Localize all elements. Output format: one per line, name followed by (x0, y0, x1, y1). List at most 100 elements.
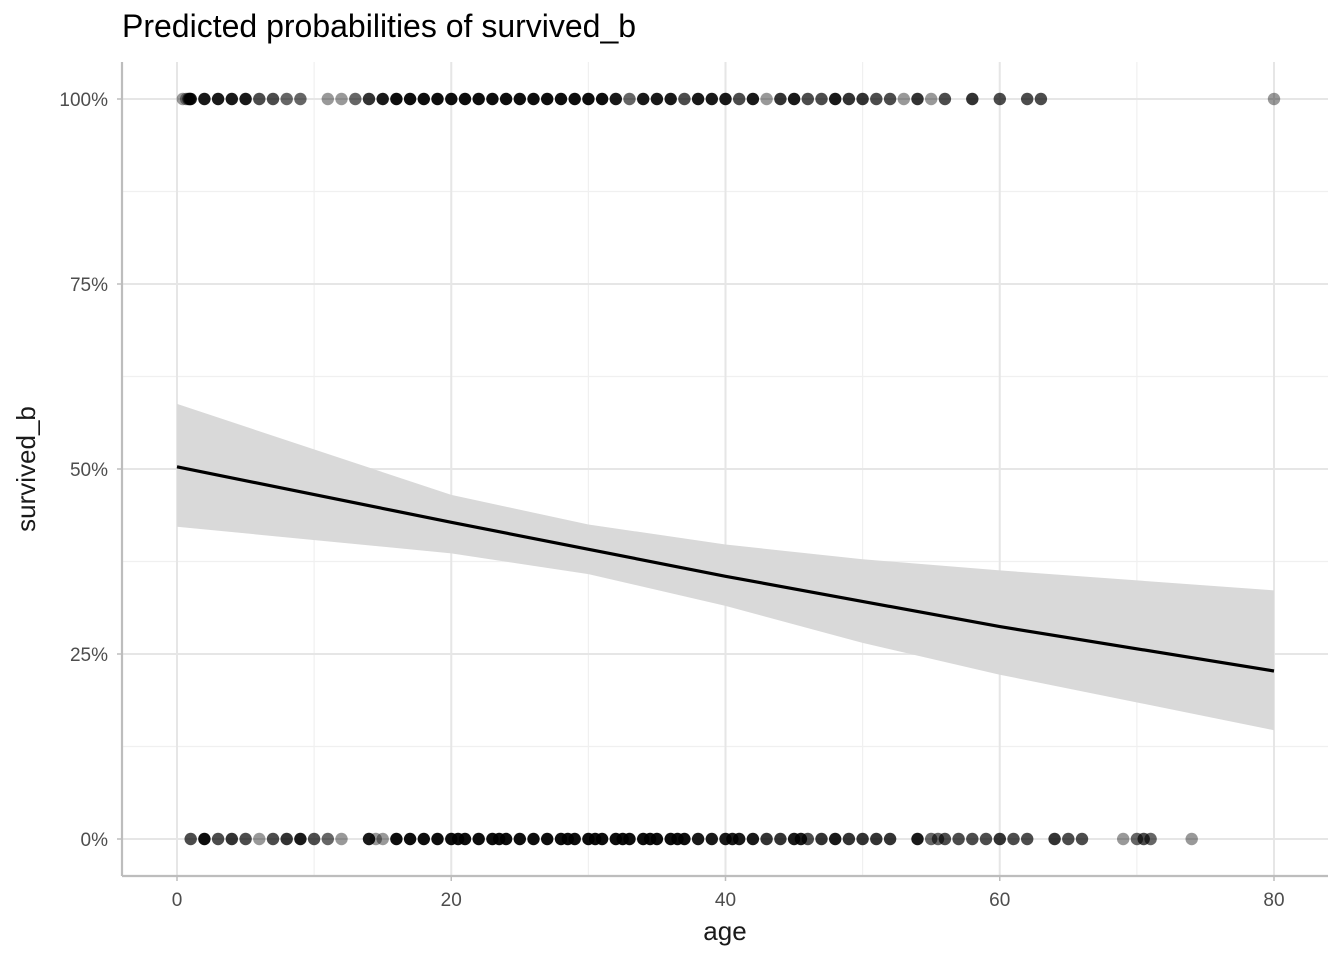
data-point-died (870, 832, 883, 846)
data-point-survived (335, 92, 348, 106)
data-point-survived (431, 92, 444, 106)
chart-title: Predicted probabilities of survived_b (122, 8, 637, 44)
data-point-died (211, 832, 225, 846)
data-point-survived (458, 92, 472, 106)
prediction-line-layer (176, 465, 1275, 673)
data-point-died (321, 832, 334, 846)
data-point-died (335, 832, 348, 846)
data-point-died (541, 832, 554, 846)
data-point-died (513, 832, 526, 846)
data-point-died (458, 832, 472, 846)
data-point-survived (1034, 92, 1048, 106)
data-point-survived (856, 92, 869, 106)
data-point-died (815, 832, 828, 846)
y-tick-label: 25% (70, 645, 108, 666)
x-axis-title: age (703, 916, 746, 946)
data-point-survived (390, 92, 403, 106)
data-point-survived (472, 92, 485, 106)
data-point-died (760, 832, 773, 846)
ticks-layer: 0 20 40 60 80 0% 25% 50% 75% 100% (59, 90, 1284, 911)
data-point-survived (637, 92, 650, 106)
data-point-survived (499, 92, 513, 106)
data-point-survived (486, 92, 499, 106)
data-point-died (691, 832, 705, 846)
data-point-survived (568, 92, 581, 106)
data-point-survived (705, 92, 718, 106)
data-point-died (623, 832, 636, 846)
data-point-survived (719, 92, 732, 106)
data-point-died (801, 832, 814, 846)
y-tick-label: 0% (81, 830, 109, 851)
data-point-died (568, 832, 581, 846)
data-point-died (966, 832, 979, 846)
data-point-died (198, 832, 211, 846)
x-tick-label: 60 (989, 890, 1010, 911)
x-tick-label: 40 (715, 890, 736, 911)
data-point-survived (691, 92, 705, 106)
data-point-died (952, 832, 965, 846)
data-point-died (1117, 832, 1130, 846)
data-point-died (678, 832, 691, 846)
data-point-survived (609, 92, 622, 106)
data-point-died (417, 832, 430, 846)
data-point-died (527, 832, 540, 846)
data-point-died (1048, 832, 1061, 846)
y-tick-label: 75% (70, 275, 108, 296)
data-point-died (938, 832, 952, 846)
data-point-died (733, 832, 746, 846)
data-point-survived (733, 92, 746, 106)
data-point-died (184, 832, 197, 846)
data-point-survived (925, 92, 938, 106)
data-point-died (1062, 832, 1075, 846)
data-point-survived (1020, 92, 1034, 106)
data-point-survived (664, 92, 677, 106)
data-point-died (705, 832, 718, 846)
data-point-survived (1267, 92, 1281, 106)
data-point-survived (870, 92, 883, 106)
data-point-survived (623, 92, 636, 106)
data-point-died (369, 832, 382, 846)
data-point-died (307, 832, 321, 846)
data-point-survived (253, 92, 266, 106)
data-point-died (1185, 832, 1198, 846)
data-point-died (911, 832, 924, 846)
data-point-survived (513, 92, 526, 106)
data-point-survived (211, 92, 225, 106)
data-point-died (1007, 832, 1020, 846)
data-point-survived (760, 92, 773, 106)
data-point-survived (321, 92, 334, 106)
data-point-survived (239, 92, 252, 106)
y-tick-label: 50% (70, 460, 108, 481)
data-point-survived (595, 92, 609, 106)
data-point-died (362, 832, 376, 846)
data-point-survived (445, 92, 458, 106)
data-point-survived (541, 92, 554, 106)
data-point-survived (554, 92, 568, 106)
data-point-survived (746, 92, 760, 106)
data-point-survived (403, 92, 417, 106)
data-point-died (746, 832, 760, 846)
data-point-survived (911, 92, 924, 106)
data-point-survived (993, 92, 1006, 106)
data-point-survived (376, 92, 389, 106)
data-point-survived (294, 92, 307, 106)
data-point-survived (417, 92, 430, 106)
data-point-died (842, 832, 856, 846)
points-layer (176, 92, 1281, 846)
data-point-survived (280, 92, 293, 106)
data-point-died (829, 832, 842, 846)
data-point-died (1075, 832, 1089, 846)
data-point-survived (829, 92, 842, 106)
data-point-died (499, 832, 513, 846)
data-point-died (993, 832, 1006, 846)
data-point-survived (787, 92, 801, 106)
data-point-survived (801, 92, 814, 106)
data-point-died (856, 832, 869, 846)
data-point-died (390, 832, 403, 846)
data-point-died (294, 832, 307, 846)
data-point-died (225, 832, 238, 846)
data-point-died (1144, 832, 1157, 846)
data-point-survived (650, 92, 664, 106)
data-point-survived (527, 92, 540, 106)
